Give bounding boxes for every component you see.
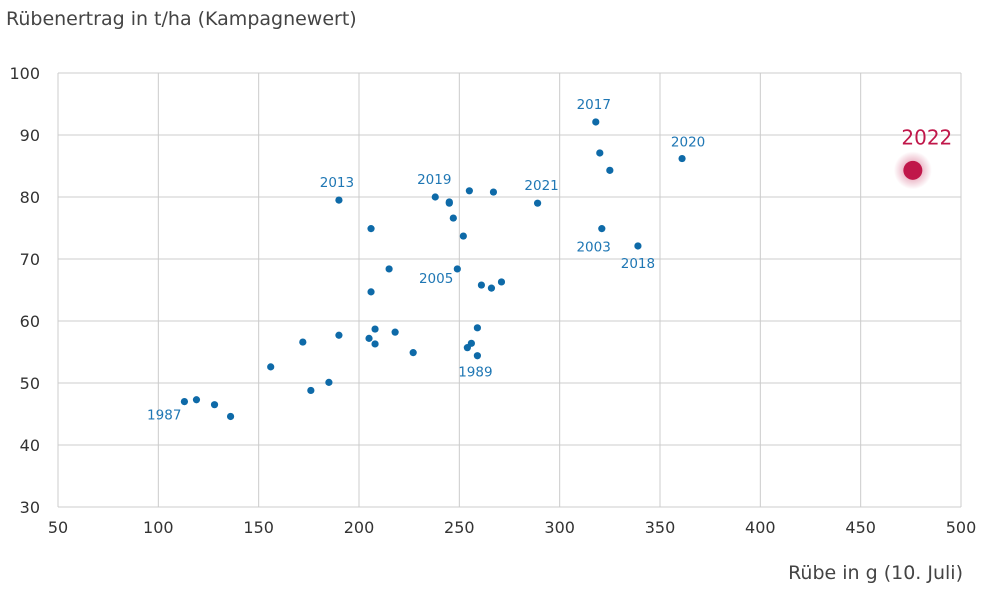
y-tick-label: 80 <box>20 188 40 207</box>
data-point <box>210 401 219 409</box>
year-label: 2020 <box>671 135 705 151</box>
data-point <box>226 412 235 421</box>
data-point <box>477 281 486 289</box>
data-point <box>371 325 379 333</box>
data-point <box>335 196 343 204</box>
data-point <box>487 284 496 292</box>
point-annotations: 1987 2013 2019 2005 1989 2021 2017 2003 2018 2020 <box>147 97 705 424</box>
data-point <box>449 214 457 222</box>
y-tick-label: 70 <box>20 250 40 269</box>
x-axis-label: Rübe in g (10. Juli) <box>788 562 963 584</box>
x-tick-label: 200 <box>344 518 375 537</box>
year-label: 2021 <box>524 178 558 194</box>
data-point <box>453 265 461 273</box>
data-point <box>533 199 542 207</box>
data-point <box>371 340 379 348</box>
data-point <box>431 193 439 201</box>
data-point <box>678 154 686 163</box>
data-point <box>634 242 642 250</box>
grid-lines <box>57 72 962 508</box>
year-label: 2018 <box>621 256 655 272</box>
data-point <box>606 166 614 174</box>
x-tick-label: 450 <box>845 518 876 537</box>
data-point <box>409 349 417 357</box>
year-label: 2005 <box>419 271 453 287</box>
highlight-2022: 2022 <box>893 125 952 190</box>
x-tick-label: 350 <box>645 518 676 537</box>
data-point <box>598 225 606 233</box>
data-point <box>192 396 201 404</box>
data-point <box>592 118 600 126</box>
data-point <box>325 378 333 386</box>
data-point <box>445 199 453 207</box>
data-point <box>596 149 604 157</box>
data-point <box>489 188 498 196</box>
y-axis-label: Rübenertrag in t/ha (Kampagnewert) <box>6 8 357 30</box>
highlight-point <box>903 160 923 180</box>
data-point <box>367 288 375 296</box>
data-point <box>365 334 373 342</box>
data-point <box>180 398 189 406</box>
data-point <box>385 265 393 273</box>
year-label: 2017 <box>577 97 611 113</box>
year-label: 2003 <box>576 240 610 256</box>
x-tick-label: 300 <box>544 518 575 537</box>
data-point <box>467 339 475 347</box>
y-tick-label: 90 <box>20 126 40 145</box>
data-point <box>465 187 473 195</box>
data-points <box>180 118 686 421</box>
year-label: 1989 <box>458 365 492 381</box>
x-tick-label: 150 <box>243 518 274 537</box>
y-tick-label: 50 <box>20 374 40 393</box>
y-tick-label: 30 <box>20 498 40 517</box>
x-tick-label: 400 <box>745 518 776 537</box>
x-tick-label: 100 <box>143 518 174 537</box>
data-point <box>267 363 275 371</box>
data-point <box>459 232 467 240</box>
data-point <box>367 225 375 233</box>
data-point <box>391 328 399 336</box>
x-tick-label: 500 <box>946 518 977 537</box>
highlight-label: 2022 <box>901 125 952 149</box>
y-tick-label: 100 <box>9 64 40 83</box>
data-point <box>307 386 315 395</box>
data-point <box>473 324 481 332</box>
x-tick-label: 50 <box>48 518 68 537</box>
data-point <box>497 278 506 286</box>
year-label: 2013 <box>320 175 354 191</box>
tick-labels: 30 40 50 60 70 80 90 100 50 100 150 200 250 300 350 400… <box>9 64 976 537</box>
y-tick-label: 60 <box>20 312 40 331</box>
data-point <box>473 352 481 360</box>
y-tick-label: 40 <box>20 436 40 455</box>
year-label: 1987 <box>147 408 181 424</box>
x-tick-label: 250 <box>444 518 475 537</box>
data-point <box>299 338 307 346</box>
year-label: 2019 <box>417 172 451 188</box>
data-point <box>335 331 343 339</box>
